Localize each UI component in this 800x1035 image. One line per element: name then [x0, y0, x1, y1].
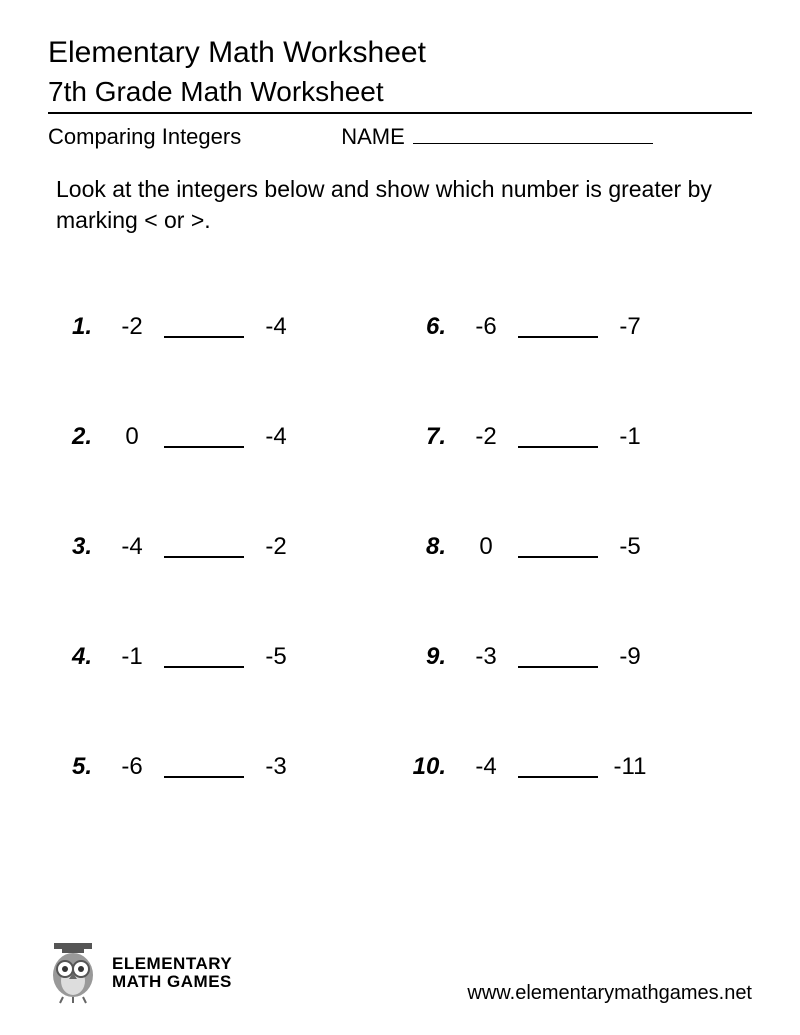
answer-blank[interactable] [164, 756, 244, 778]
problem-right-value: -5 [608, 533, 652, 561]
name-blank-line[interactable] [413, 120, 653, 144]
owl-icon [48, 941, 104, 1005]
brand-logo: ELEMENTARY MATH GAMES [48, 941, 232, 1005]
problem-right-value: -5 [254, 643, 298, 671]
answer-blank[interactable] [518, 536, 598, 558]
problem-left-value: -6 [464, 313, 508, 341]
topic-row: Comparing Integers NAME [48, 120, 752, 150]
problem-left-value: -4 [110, 533, 154, 561]
problem-right-value: -2 [254, 533, 298, 561]
problem-row: 4. -1 -5 [56, 602, 390, 712]
answer-blank[interactable] [518, 756, 598, 778]
problem-right-value: -11 [608, 753, 652, 781]
name-label: NAME [341, 124, 405, 150]
problem-left-value: -1 [110, 643, 154, 671]
problem-number: 7. [410, 423, 464, 451]
problem-row: 6. -6 -7 [410, 272, 744, 382]
problem-left-value: 0 [110, 423, 154, 451]
problem-number: 10. [410, 753, 464, 781]
answer-blank[interactable] [518, 316, 598, 338]
instructions-text: Look at the integers below and show whic… [56, 174, 744, 236]
problem-row: 8. 0 -5 [410, 492, 744, 602]
problem-number: 3. [56, 533, 110, 561]
problem-left-value: -2 [464, 423, 508, 451]
problem-left-value: -6 [110, 753, 154, 781]
title-divider [48, 112, 752, 114]
answer-blank[interactable] [164, 316, 244, 338]
problem-left-value: 0 [464, 533, 508, 561]
problem-row: 3. -4 -2 [56, 492, 390, 602]
answer-blank[interactable] [164, 646, 244, 668]
problem-row: 2. 0 -4 [56, 382, 390, 492]
problem-right-value: -9 [608, 643, 652, 671]
problem-row: 10. -4 -11 [410, 712, 744, 822]
problem-number: 8. [410, 533, 464, 561]
problem-left-value: -2 [110, 313, 154, 341]
problem-left-value: -4 [464, 753, 508, 781]
problem-right-value: -4 [254, 423, 298, 451]
problem-right-value: -7 [608, 313, 652, 341]
problem-row: 9. -3 -9 [410, 602, 744, 712]
footer-url: www.elementarymathgames.net [467, 982, 752, 1005]
problem-number: 9. [410, 643, 464, 671]
main-title: Elementary Math Worksheet [48, 36, 752, 70]
logo-line-2: MATH GAMES [112, 973, 232, 991]
problem-row: 1. -2 -4 [56, 272, 390, 382]
problem-right-value: -4 [254, 313, 298, 341]
logo-text: ELEMENTARY MATH GAMES [112, 955, 232, 991]
problem-right-value: -1 [608, 423, 652, 451]
problem-right-value: -3 [254, 753, 298, 781]
answer-blank[interactable] [164, 426, 244, 448]
logo-line-1: ELEMENTARY [112, 955, 232, 973]
answer-blank[interactable] [164, 536, 244, 558]
problem-row: 7. -2 -1 [410, 382, 744, 492]
problems-grid: 1. -2 -4 6. -6 -7 2. 0 -4 7. -2 -1 3. -4 [48, 272, 752, 822]
problem-left-value: -3 [464, 643, 508, 671]
problem-number: 2. [56, 423, 110, 451]
problem-number: 1. [56, 313, 110, 341]
problem-number: 6. [410, 313, 464, 341]
topic-label: Comparing Integers [48, 124, 241, 150]
problem-row: 5. -6 -3 [56, 712, 390, 822]
problem-number: 4. [56, 643, 110, 671]
answer-blank[interactable] [518, 646, 598, 668]
sub-title: 7th Grade Math Worksheet [48, 76, 752, 108]
page-footer: ELEMENTARY MATH GAMES www.elementarymath… [48, 941, 752, 1005]
problem-number: 5. [56, 753, 110, 781]
answer-blank[interactable] [518, 426, 598, 448]
